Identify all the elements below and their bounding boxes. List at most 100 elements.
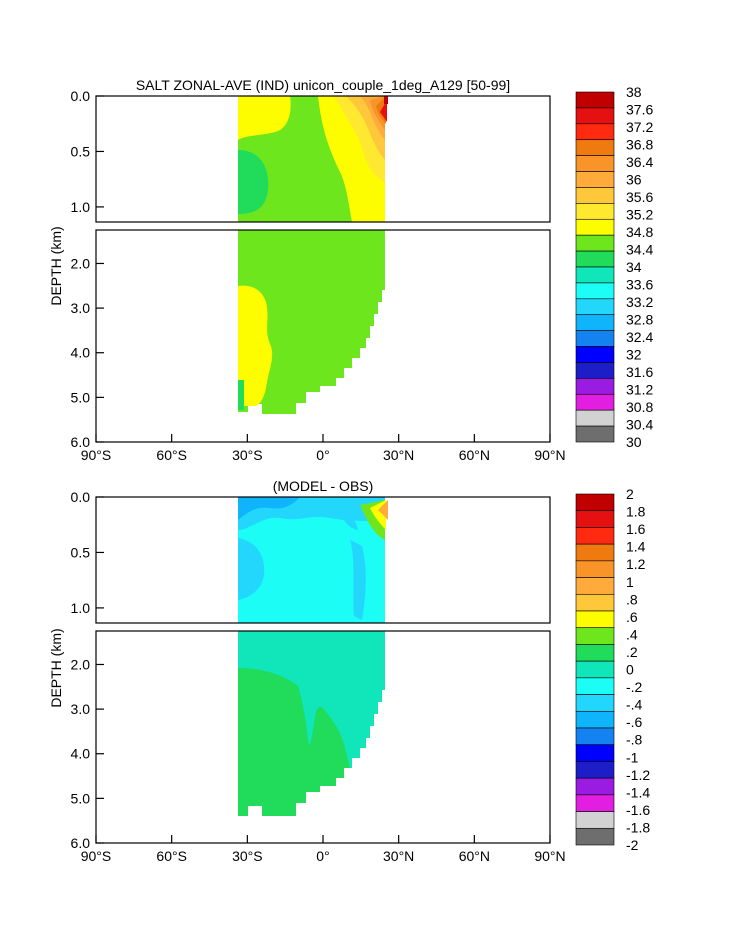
colorbar-swatch <box>575 610 615 629</box>
colorbar-swatch <box>575 777 615 796</box>
chart-title: SALT ZONAL-AVE (IND) unicon_couple_1deg_… <box>136 77 510 93</box>
y-tick-label: 3.0 <box>71 701 91 717</box>
colorbar-label: -.2 <box>626 679 643 695</box>
colorbar-label: 31.6 <box>626 364 653 380</box>
x-tick-label: 90°N <box>534 447 565 463</box>
salinity-lower-field <box>238 230 385 414</box>
colorbar-swatch <box>575 660 615 679</box>
colorbar-label: .8 <box>626 591 638 607</box>
colorbar-label: -2 <box>626 837 639 853</box>
colorbar-swatch <box>575 577 615 595</box>
colorbar-swatch <box>575 282 615 300</box>
y-axis-label: DEPTH (km) <box>48 628 64 707</box>
x-tick-label: 90°N <box>534 848 565 864</box>
x-tick-label: 30°S <box>232 848 263 864</box>
colorbar-swatch <box>575 393 615 411</box>
colorbar-label: 36.4 <box>626 154 653 170</box>
colorbar-swatch <box>575 187 615 204</box>
colorbar-swatch <box>575 744 615 762</box>
colorbar-swatch <box>575 362 615 379</box>
difference-lower-field <box>238 631 385 816</box>
x-tick-label: 0° <box>316 447 329 463</box>
colorbar-swatch <box>575 298 615 316</box>
colorbar-swatch <box>575 409 615 427</box>
y-tick-label: 6.0 <box>71 835 91 851</box>
colorbar-label: 31.2 <box>626 382 653 398</box>
colorbar-swatch <box>575 155 615 172</box>
colorbar-swatch <box>575 794 615 812</box>
colorbar-label: 37.2 <box>626 119 653 135</box>
colorbar-swatch <box>575 346 615 363</box>
y-tick-label: 1.0 <box>71 199 91 215</box>
colorbar-swatch <box>575 250 615 268</box>
y-tick-label: 1.0 <box>71 600 91 616</box>
salinity-upper-field <box>238 96 388 222</box>
panel-difference: (MODEL - OBS) 90°S 60°S 30°S 0° 30°N 60°N 90°N… <box>48 478 650 864</box>
colorbar-swatch <box>575 593 615 612</box>
y-tick-label: 2.0 <box>71 656 91 672</box>
colorbar-swatch <box>575 644 615 662</box>
colorbar-label: 33.6 <box>626 277 653 293</box>
colorbar-label: -.8 <box>626 732 643 748</box>
difference-axes: 90°S 60°S 30°S 0° 30°N 60°N 90°N 0.0 0.5 1.0 2.0 3.… <box>71 489 566 864</box>
colorbar-label: 35.6 <box>626 189 653 205</box>
colorbar-label: 1.6 <box>626 521 646 537</box>
y-tick-label: 5.0 <box>71 790 91 806</box>
colorbar-swatch <box>575 139 615 156</box>
colorbar-label: -.4 <box>626 697 643 713</box>
colorbar-swatch <box>575 314 615 331</box>
colorbar-swatch <box>575 761 615 779</box>
y-tick-label: 0.5 <box>71 544 91 560</box>
colorbar-label: 34.4 <box>626 242 653 258</box>
colorbar-swatch <box>575 493 615 512</box>
colorbar-swatch <box>575 266 615 284</box>
colorbar-label: 30.8 <box>626 399 653 415</box>
y-tick-label: 0.0 <box>71 489 91 505</box>
colorbar-swatch <box>575 330 615 347</box>
colorbar-label: 34 <box>626 259 642 275</box>
colorbar-swatch <box>575 218 615 236</box>
difference-upper-frame <box>95 496 551 624</box>
colorbar-swatch <box>575 527 615 545</box>
x-tick-label: 60°N <box>459 447 490 463</box>
colorbar-label: -1.6 <box>626 802 650 818</box>
colorbar-swatch <box>575 694 615 712</box>
x-tick-label: 60°S <box>156 848 187 864</box>
colorbar-swatch <box>575 107 615 125</box>
colorbar-swatch <box>575 203 615 220</box>
colorbar-label: .2 <box>626 644 638 660</box>
colorbar-label: 0 <box>626 662 634 678</box>
y-tick-label: 6.0 <box>71 434 91 450</box>
x-tick-label: 90°S <box>81 447 112 463</box>
colorbar-label: 30 <box>626 434 642 450</box>
colorbar-label: -1.8 <box>626 819 650 835</box>
colorbar-swatch <box>575 727 615 746</box>
colorbar-label: .4 <box>626 626 638 642</box>
y-tick-label: 0.5 <box>71 143 91 159</box>
y-tick-label: 4.0 <box>71 345 91 361</box>
x-tick-label: 60°S <box>156 447 187 463</box>
colorbar-swatch <box>575 543 615 562</box>
colorbar-swatch <box>575 560 615 578</box>
colorbar-swatch <box>575 677 615 695</box>
colorbar-label: -1.4 <box>626 784 650 800</box>
colorbar-label: 34.8 <box>626 224 653 240</box>
colorbar-swatch <box>575 378 615 395</box>
colorbar-swatch <box>575 510 615 528</box>
x-tick-label: 0° <box>316 848 329 864</box>
colorbar-label: 1.8 <box>626 504 646 520</box>
colorbar-label: 1 <box>626 574 634 590</box>
x-tick-label: 60°N <box>459 848 490 864</box>
difference-colorbar: 21.81.61.41.21.8.6.4.20-.2-.4-.6-.8-1-1.… <box>575 486 650 853</box>
colorbar-label: 32.4 <box>626 329 653 345</box>
y-tick-label: 5.0 <box>71 389 91 405</box>
colorbar-swatch <box>575 123 615 141</box>
colorbar-swatch <box>575 827 615 846</box>
y-tick-label: 3.0 <box>71 300 91 316</box>
colorbar-swatch <box>575 627 615 645</box>
colorbar-label: 32.8 <box>626 312 653 328</box>
colorbar-swatch <box>575 171 615 188</box>
colorbar-label: 38 <box>626 84 642 100</box>
